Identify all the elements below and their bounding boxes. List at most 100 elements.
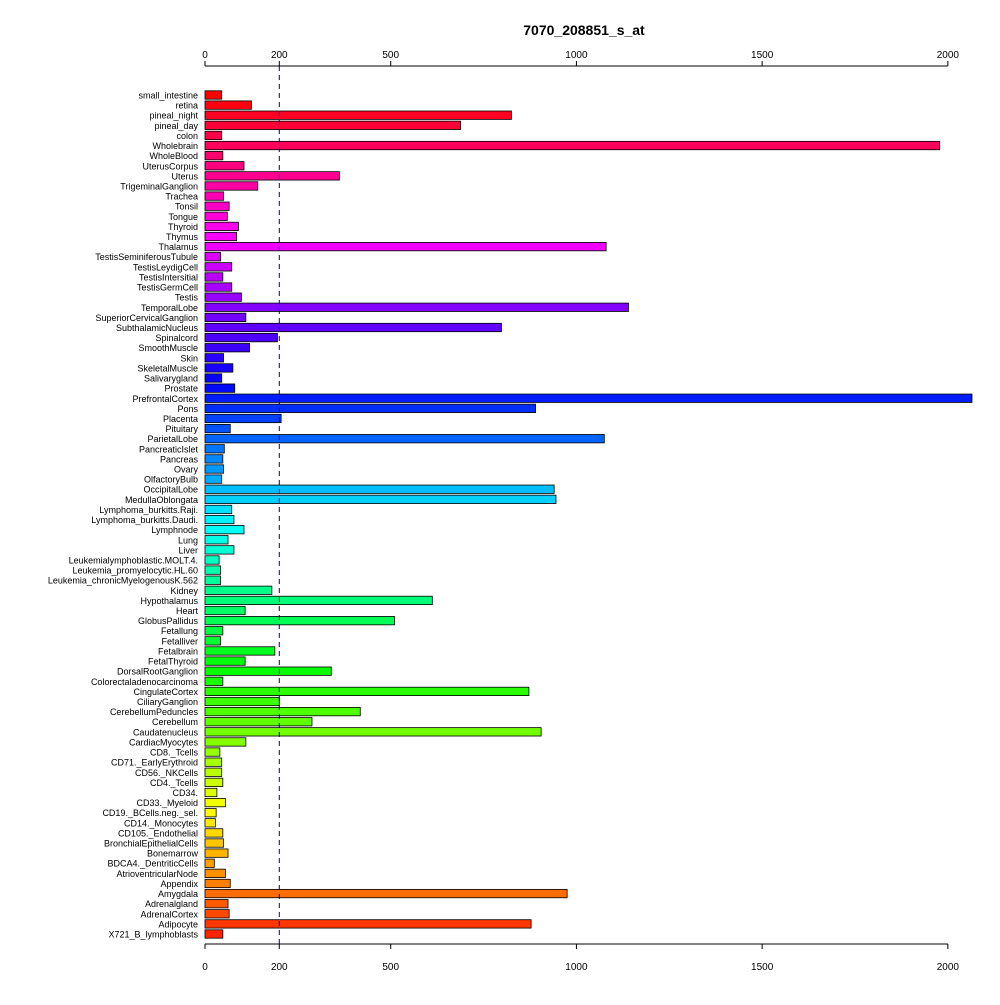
bar xyxy=(204,272,224,282)
bottom-axis-tick-label: 1000 xyxy=(565,962,588,973)
category-label: CD4._Tcells xyxy=(150,778,199,788)
top-axis-tick-label: 500 xyxy=(382,50,399,61)
bar xyxy=(204,242,607,252)
bar xyxy=(204,474,223,484)
bar xyxy=(204,666,332,676)
category-label: CardiacMyocytes xyxy=(129,737,199,747)
category-label: CD56._NKCells xyxy=(135,768,199,778)
bar xyxy=(204,302,629,312)
category-label: Cerebellum xyxy=(152,717,198,727)
category-label: Fetalliver xyxy=(161,636,198,646)
bar xyxy=(204,231,237,242)
bar xyxy=(204,717,313,727)
bar xyxy=(204,555,220,565)
bar xyxy=(204,464,224,474)
bottom-axis-tick-label: 0 xyxy=(202,962,208,973)
category-label: CD19._BCells.neg._sel. xyxy=(102,808,198,818)
category-label: Thymus xyxy=(166,232,199,242)
category-label: AtrioventricularNode xyxy=(116,869,198,879)
category-label: Thyroid xyxy=(168,222,198,232)
bar xyxy=(204,151,224,161)
bar xyxy=(204,423,231,434)
bar xyxy=(204,636,221,646)
bar xyxy=(204,626,224,636)
bar xyxy=(204,616,395,626)
bar xyxy=(204,888,568,899)
bar xyxy=(204,373,223,383)
category-label: TrigeminalGanglion xyxy=(120,181,198,191)
bar xyxy=(204,656,246,666)
category-label: CD33._Myeloid xyxy=(136,798,198,808)
bar xyxy=(204,211,228,221)
category-label: PancreaticIslet xyxy=(139,444,199,454)
bar xyxy=(204,919,532,929)
top-axis-tick-label: 0 xyxy=(202,50,208,61)
bar xyxy=(204,707,361,717)
category-label: SubthalamicNucleus xyxy=(116,323,199,333)
category-label: CD34. xyxy=(172,788,198,798)
bar xyxy=(204,929,224,939)
category-label: ParietalLobe xyxy=(147,434,198,444)
category-label: CD71._EarlyErythroid xyxy=(111,758,198,768)
top-axis-tick-label: 1000 xyxy=(565,50,588,61)
category-label: Lung xyxy=(178,535,198,545)
category-label: BronchialEpithelialCells xyxy=(104,839,199,849)
bar xyxy=(204,808,217,818)
category-label: Adrenalgland xyxy=(145,899,198,909)
bar xyxy=(204,201,230,211)
category-label: TemporalLobe xyxy=(141,303,198,313)
bar xyxy=(204,504,233,515)
category-label: Leukemialymphoblastic.MOLT.4. xyxy=(69,555,198,565)
bottom-axis-tick-label: 500 xyxy=(382,962,399,973)
category-label: Appendix xyxy=(160,879,198,889)
category-label: Thalamus xyxy=(158,242,198,252)
bar xyxy=(204,181,259,191)
category-label: GlobusPallidus xyxy=(138,616,199,626)
bar xyxy=(204,322,502,333)
category-label: Placenta xyxy=(163,414,198,424)
category-label: Uterus xyxy=(171,171,198,181)
bar xyxy=(204,100,252,110)
category-label: Fetalbrain xyxy=(158,646,198,656)
bar xyxy=(204,757,223,767)
bar xyxy=(204,787,218,798)
bar xyxy=(204,646,276,656)
category-label: CerebellumPeduncles xyxy=(110,707,199,717)
bar xyxy=(204,777,224,787)
category-label: Leukemia_promyelocytic.HL.60 xyxy=(72,566,198,576)
category-label: Adipocyte xyxy=(158,919,198,929)
category-label: Pons xyxy=(177,404,198,414)
bar xyxy=(204,899,229,909)
category-label: SkeletalMuscle xyxy=(137,363,198,373)
category-label: Skin xyxy=(180,353,198,363)
category-label: CD105._Endothelial xyxy=(118,828,198,838)
bar xyxy=(204,221,239,232)
category-label: TestisSeminiferousTubule xyxy=(95,252,198,262)
category-label: pineal_day xyxy=(154,121,198,131)
category-label: Testis xyxy=(175,293,199,303)
bar xyxy=(204,605,246,616)
bar xyxy=(204,434,605,444)
category-label: Trachea xyxy=(165,192,198,202)
category-label: Tonsil xyxy=(175,202,198,212)
category-label: Kidney xyxy=(170,586,198,596)
top-axis-tick-label: 2000 xyxy=(937,50,960,61)
bar xyxy=(204,838,224,848)
category-label: MedullaOblongata xyxy=(125,495,198,505)
category-label: UterusCorpus xyxy=(142,161,198,171)
bottom-axis-tick-label: 1500 xyxy=(751,962,774,973)
category-label: Amygdala xyxy=(158,889,198,899)
top-axis: 0 200 500 1000 1500 2000 xyxy=(202,50,960,67)
bar xyxy=(204,696,280,707)
category-label: CingulateCortex xyxy=(133,687,198,697)
bar xyxy=(204,343,250,353)
bar xyxy=(204,444,225,454)
category-label: Leukemia_chronicMyelogenousK.562 xyxy=(48,576,198,586)
category-label: Lymphoma_burkitts.Daudi. xyxy=(91,515,198,525)
bottom-axis: 0 200 500 1000 1500 2000 xyxy=(202,943,959,973)
bar xyxy=(204,848,229,858)
category-label: TestisLeydigCell xyxy=(133,262,198,272)
bar xyxy=(204,828,224,838)
bar xyxy=(204,120,461,130)
